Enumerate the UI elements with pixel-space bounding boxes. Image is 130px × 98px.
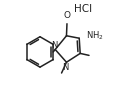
Text: N: N (62, 63, 69, 72)
Text: N: N (51, 41, 58, 50)
Text: O: O (63, 11, 70, 20)
Text: NH$_2$: NH$_2$ (86, 29, 104, 42)
Text: HCl: HCl (74, 4, 92, 14)
